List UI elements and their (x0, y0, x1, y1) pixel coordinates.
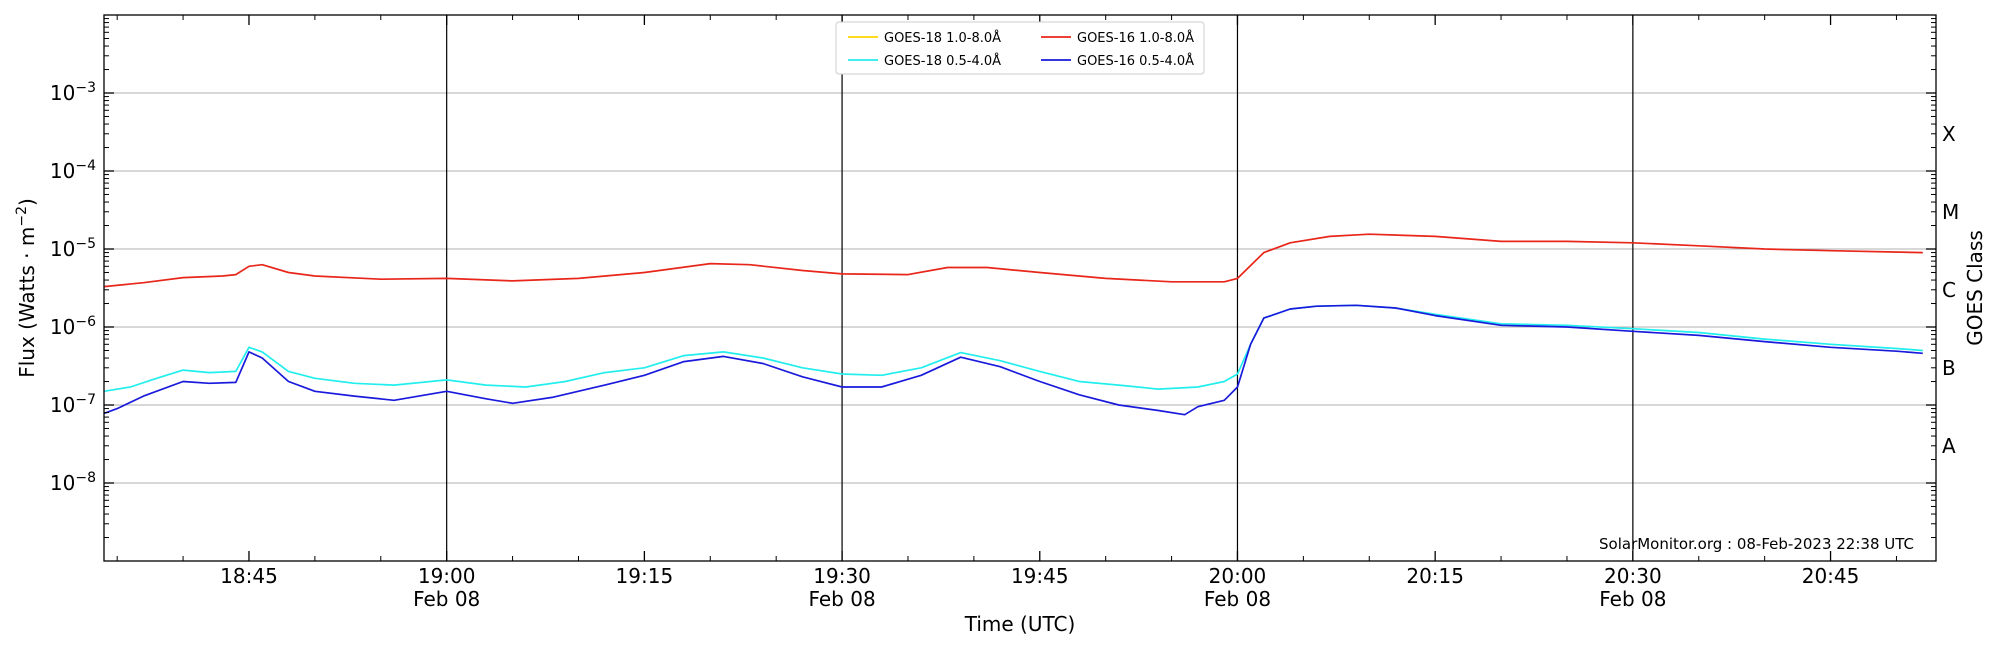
x-axis-label: Time (UTC) (964, 612, 1076, 636)
legend-entry: GOES-18 0.5-4.0Å (884, 53, 1001, 69)
x-tick-label: 18:45 (220, 564, 278, 588)
plot-frame (103, 14, 1937, 562)
x-tick-label: 19:30 (813, 564, 871, 588)
goes-class-label: A (1942, 434, 1956, 458)
legend-box (835, 21, 1205, 75)
x-tick-label: 19:00 (418, 564, 476, 588)
x-tick-label: 20:15 (1406, 564, 1464, 588)
vertical-day-lines (446, 15, 1634, 561)
series-line (103, 304, 1923, 416)
x-tick-sublabel: Feb 08 (1599, 587, 1666, 611)
legend-entry: GOES-16 0.5-4.0Å (1077, 53, 1194, 69)
series-line (103, 233, 1923, 288)
goes-class-label: X (1942, 122, 1956, 146)
y-tick-labels: 10−8 10−7 10−6 10−5 10−4 10−3 (50, 80, 96, 495)
x-tick-sublabel: Feb 08 (1204, 587, 1271, 611)
goes-class-label: C (1942, 278, 1956, 302)
goes-class-label: M (1942, 200, 1959, 224)
x-tick-label: 20:00 (1209, 564, 1267, 588)
legend-entry: GOES-18 1.0-8.0Å (884, 30, 1001, 46)
x-tick-label: 19:15 (616, 564, 674, 588)
legend-entry: GOES-16 1.0-8.0Å (1077, 30, 1194, 46)
goes-class-axis-label: GOES Class (1963, 230, 1987, 346)
credit-text: SolarMonitor.org : 08-Feb-2023 22:38 UTC (1599, 535, 1914, 553)
y-tick-label: 10−7 (50, 392, 96, 417)
y-tick-label: 10−3 (50, 80, 96, 105)
goes-class-label: B (1942, 356, 1956, 380)
legend: GOES-18 1.0-8.0Å GOES-18 0.5-4.0Å GOES-16 … (835, 21, 1205, 75)
tick-layer (104, 15, 1936, 561)
x-tick-label: 19:45 (1011, 564, 1069, 588)
y-tick-label: 10−8 (50, 470, 96, 495)
x-tick-label: 20:30 (1604, 564, 1662, 588)
y-tick-label: 10−4 (50, 158, 96, 183)
goes-class-labels: A B C M X (1942, 122, 1959, 458)
y-tick-label: 10−6 (50, 314, 96, 339)
x-tick-sublabel: Feb 08 (808, 587, 875, 611)
grid-layer (104, 92, 1936, 484)
x-tick-label: 20:45 (1802, 564, 1860, 588)
y-tick-label: 10−5 (50, 236, 96, 261)
y-axis-label: Flux (Watts · m−2) (14, 198, 39, 378)
x-tick-sublabel: Feb 08 (413, 587, 480, 611)
series-layer (103, 233, 1923, 416)
series-line (103, 304, 1923, 393)
